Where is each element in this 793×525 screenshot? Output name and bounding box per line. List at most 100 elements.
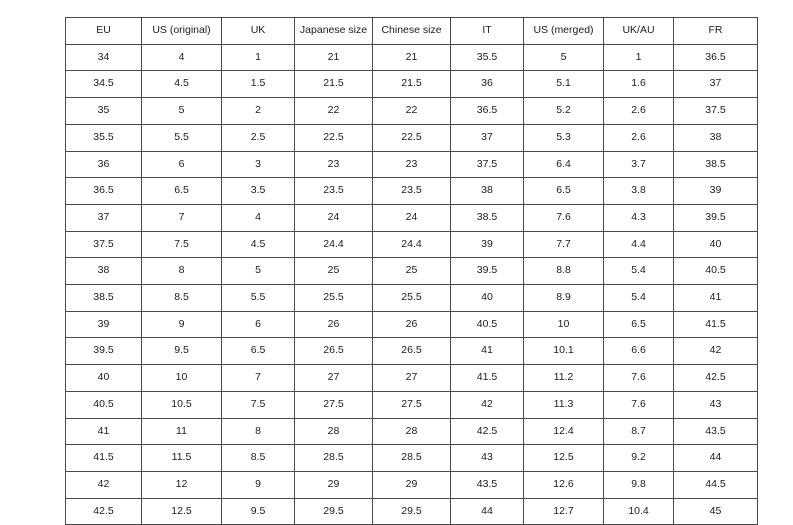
- table-cell: 36.5: [65, 177, 142, 205]
- table-cell: 40: [673, 230, 758, 259]
- table-cell: 43.5: [450, 470, 524, 499]
- table-cell: 21: [294, 43, 373, 72]
- table-cell: 40: [65, 364, 142, 392]
- table-row: 40.5 10.5 7.5 27.5 27.5 42 11.3 7.6 43: [65, 390, 758, 419]
- table-cell: 3.8: [603, 177, 674, 205]
- table-cell: 35.5: [65, 123, 142, 152]
- table-cell: 44.5: [673, 470, 758, 499]
- table-cell: 42.5: [65, 497, 142, 525]
- table-cell: 39.5: [673, 203, 758, 232]
- table-cell: 27.5: [372, 390, 451, 419]
- table-cell: 28.5: [372, 444, 451, 472]
- table-cell: 6.4: [523, 150, 604, 179]
- table-header-row: EU US (original) UK Japanese size Chinese si…: [65, 17, 758, 45]
- table-row: 42.5 12.5 9.5 29.5 29.5 44 12.7 10.4 45: [65, 497, 758, 525]
- table-cell: 24: [294, 203, 373, 232]
- table-cell: 38.5: [673, 150, 758, 179]
- table-cell: 5.5: [141, 123, 222, 152]
- table-row: 39.5 9.5 6.5 26.5 26.5 41 10.1 6.6 42: [65, 337, 758, 366]
- column-header: Chinese size: [372, 17, 451, 45]
- table-cell: 7.5: [221, 390, 295, 419]
- table-cell: 5: [221, 257, 295, 286]
- table-cell: 9.8: [603, 470, 674, 499]
- table-cell: 41.5: [450, 364, 524, 392]
- table-cell: 43.5: [673, 417, 758, 446]
- table-cell: 44: [450, 497, 524, 525]
- table-cell: 29: [294, 470, 373, 499]
- table-cell: 8: [221, 417, 295, 446]
- table-cell: 8: [141, 257, 222, 286]
- table-row: 41 11 8 28 28 42.5 12.4 8.7 43.5: [65, 417, 758, 446]
- table-cell: 6: [221, 310, 295, 339]
- table-cell: 8.5: [221, 444, 295, 472]
- table-cell: 36.5: [450, 97, 524, 125]
- table-cell: 41.5: [65, 444, 142, 472]
- table-cell: 1.6: [603, 70, 674, 99]
- table-cell: 7: [141, 203, 222, 232]
- table-cell: 37.5: [673, 97, 758, 125]
- table-cell: 28: [294, 417, 373, 446]
- column-header: UK: [221, 17, 295, 45]
- table-cell: 41.5: [673, 310, 758, 339]
- table-cell: 39.5: [450, 257, 524, 286]
- table-cell: 38: [65, 257, 142, 286]
- table-row: 37.5 7.5 4.5 24.4 24.4 39 7.7 4.4 40: [65, 230, 758, 259]
- table-cell: 25.5: [294, 284, 373, 312]
- table-cell: 39: [450, 230, 524, 259]
- table-cell: 10: [141, 364, 222, 392]
- table-cell: 34: [65, 43, 142, 72]
- table-cell: 10.5: [141, 390, 222, 419]
- table-cell: 3: [221, 150, 295, 179]
- size-conversion-table-container: EU US (original) UK Japanese size Chinese si…: [65, 17, 758, 525]
- table-cell: 6.5: [221, 337, 295, 366]
- column-header: US (original): [141, 17, 222, 45]
- column-header: US (merged): [523, 17, 604, 45]
- table-cell: 5.1: [523, 70, 604, 99]
- table-cell: 44: [673, 444, 758, 472]
- table-cell: 11: [141, 417, 222, 446]
- table-cell: 5.5: [221, 284, 295, 312]
- table-cell: 10: [523, 310, 604, 339]
- table-cell: 4: [141, 43, 222, 72]
- table-cell: 2.6: [603, 123, 674, 152]
- table-cell: 27: [294, 364, 373, 392]
- table-cell: 26: [372, 310, 451, 339]
- table-cell: 23.5: [372, 177, 451, 205]
- table-cell: 12.7: [523, 497, 604, 525]
- table-cell: 26.5: [372, 337, 451, 366]
- table-cell: 22.5: [294, 123, 373, 152]
- table-cell: 37: [450, 123, 524, 152]
- table-cell: 37: [673, 70, 758, 99]
- column-header: Japanese size: [294, 17, 373, 45]
- table-cell: 40.5: [450, 310, 524, 339]
- table-cell: 42.5: [673, 364, 758, 392]
- table-cell: 36: [450, 70, 524, 99]
- table-cell: 5.4: [603, 257, 674, 286]
- table-cell: 5.3: [523, 123, 604, 152]
- table-cell: 6.5: [523, 177, 604, 205]
- table-cell: 5: [523, 43, 604, 72]
- table-row: 38.5 8.5 5.5 25.5 25.5 40 8.9 5.4 41: [65, 284, 758, 312]
- table-cell: 10.4: [603, 497, 674, 525]
- page-root: EU US (original) UK Japanese size Chinese si…: [65, 17, 758, 525]
- table-cell: 2.5: [221, 123, 295, 152]
- table-cell: 22.5: [372, 123, 451, 152]
- table-cell: 12: [141, 470, 222, 499]
- table-cell: 42: [65, 470, 142, 499]
- table-cell: 12.5: [523, 444, 604, 472]
- table-cell: 7.7: [523, 230, 604, 259]
- table-cell: 8.9: [523, 284, 604, 312]
- table-cell: 22: [294, 97, 373, 125]
- table-cell: 11.5: [141, 444, 222, 472]
- table-cell: 12.5: [141, 497, 222, 525]
- table-cell: 41: [450, 337, 524, 366]
- table-cell: 6.5: [603, 310, 674, 339]
- table-cell: 7: [221, 364, 295, 392]
- table-cell: 41: [65, 417, 142, 446]
- table-cell: 37: [65, 203, 142, 232]
- table-cell: 12.6: [523, 470, 604, 499]
- column-header: IT: [450, 17, 524, 45]
- table-cell: 7.5: [141, 230, 222, 259]
- table-cell: 40.5: [673, 257, 758, 286]
- table-header: EU US (original) UK Japanese size Chinese si…: [65, 17, 758, 45]
